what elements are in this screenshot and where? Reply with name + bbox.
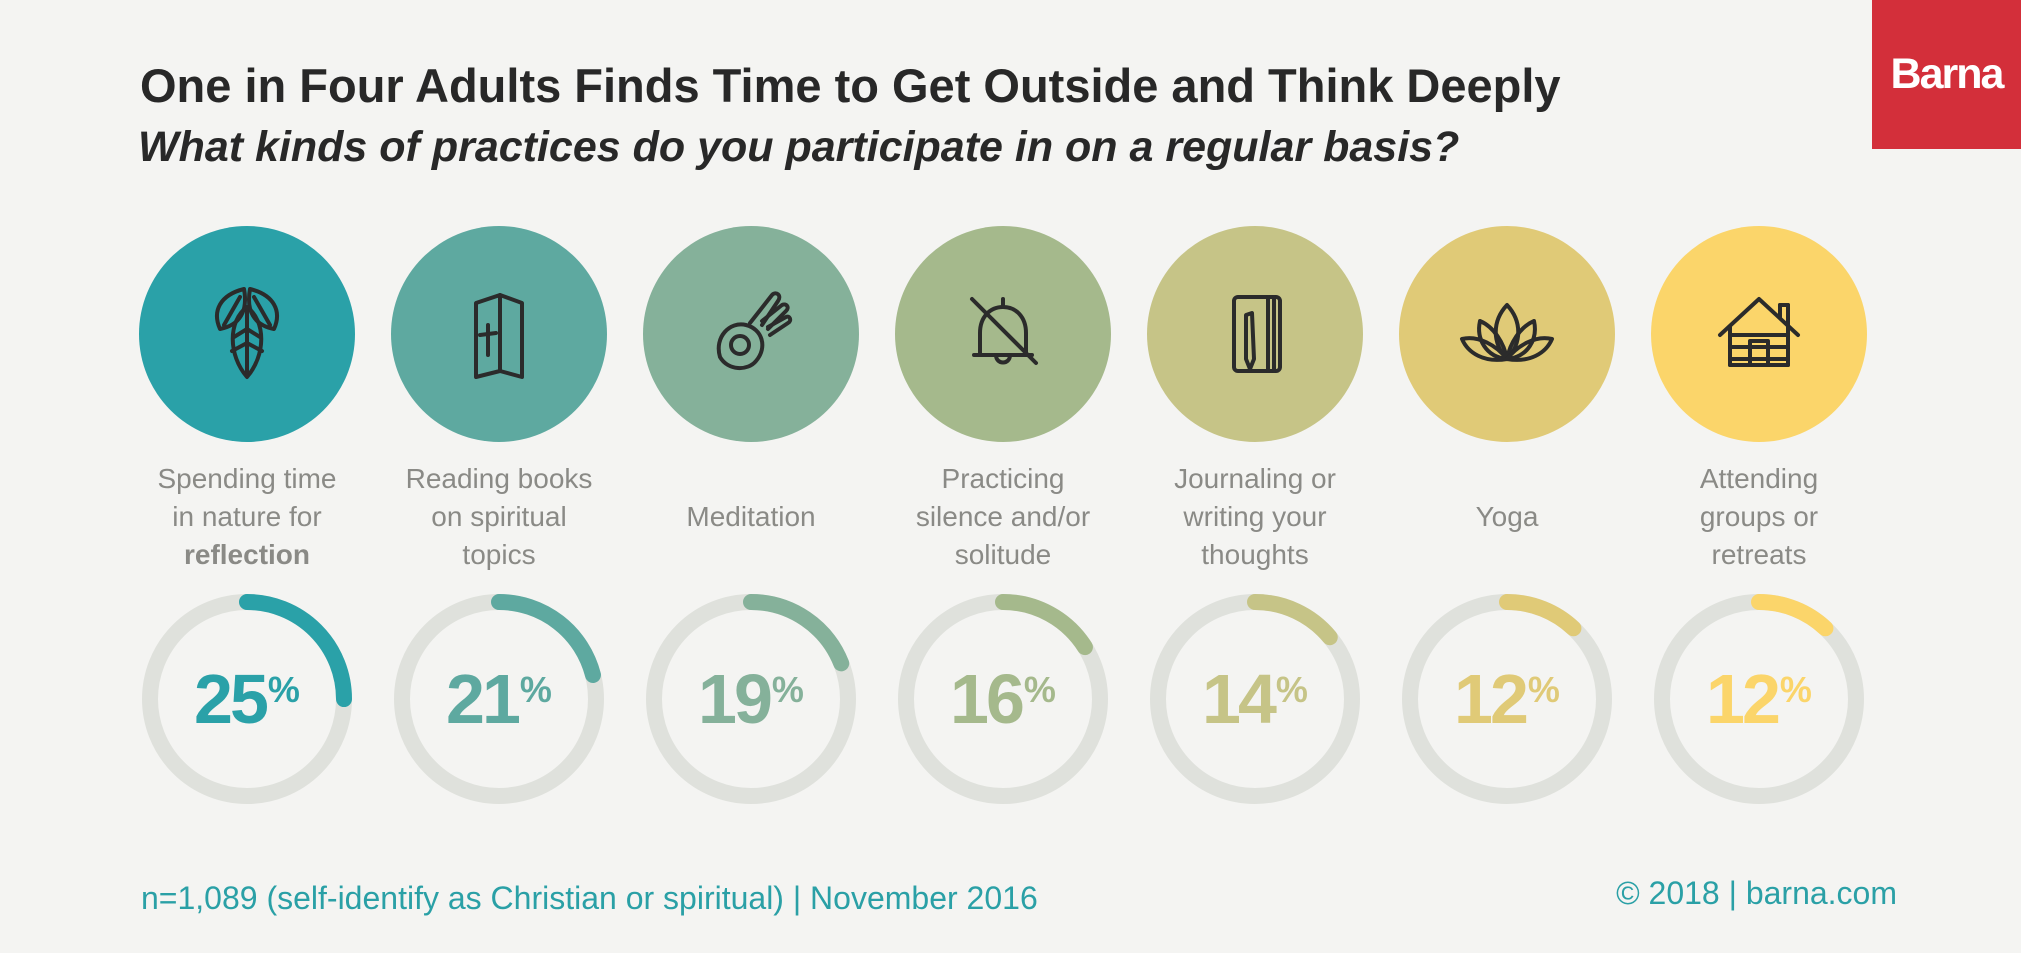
icon-badge [1399,226,1615,442]
barna-logo: Barna [1872,0,2021,149]
leaves-icon [215,287,279,379]
percent-value: 21% [391,591,607,807]
percent-ring: 12% [1399,591,1615,807]
practice-label: Practicing silence and/or solitude [873,460,1133,574]
icon-badge [1147,226,1363,442]
percent-ring: 19% [643,591,859,807]
icon-badge [139,226,355,442]
percent-ring: 25% [139,591,355,807]
percent-unit: % [1023,669,1056,710]
page-title: One in Four Adults Finds Time to Get Out… [140,59,1561,112]
icon-badge [643,226,859,442]
meditation-hand-icon [716,291,793,370]
percent-unit: % [771,669,804,710]
percent-ring: 12% [1651,591,1867,807]
percent-ring: 16% [895,591,1111,807]
percent-value: 12% [1651,591,1867,807]
ring-value-arc [1150,594,1360,804]
ring-value-arc [1402,594,1612,804]
percent-value: 19% [643,591,859,807]
percent-unit: % [1275,669,1308,710]
ring-value-arc [898,594,1108,804]
practice-label-line: groups or [1699,501,1819,532]
bible-icon [474,293,524,379]
practice-label: Attending groups or retreats [1629,460,1889,574]
ring-value-arc [142,594,352,804]
icon-badge [1651,226,1867,442]
practice-label-line: Journaling or [1174,463,1336,494]
copyright-link[interactable]: © 2018 | barna.com [1616,875,1897,911]
percent-value: 16% [895,591,1111,807]
percent-unit: % [1527,669,1560,710]
percent-ring: 21% [391,591,607,807]
practice-label-line: solitude [954,539,1052,570]
practice-label: Journaling or writing your thoughts [1125,460,1385,574]
ring-value-arc [1654,594,1864,804]
percent-number: 14 [1202,660,1277,738]
sample-footnote: n=1,089 (self-identify as Christian or s… [141,880,1038,916]
practice-label-line: on spiritual [431,501,567,532]
lotus-icon [1460,303,1554,362]
percent-unit: % [519,669,552,710]
ring-value-arc [394,594,604,804]
practice-label: Yoga [1377,460,1637,574]
percent-value: 25% [139,591,355,807]
practice-label-line: Attending [1699,463,1819,494]
practice-label-line: in nature for [172,501,322,532]
percent-number: 25 [194,660,269,738]
percent-number: 19 [698,660,773,738]
percent-unit: % [1779,669,1812,710]
practice-label: Spending time in nature for reflection [117,460,377,574]
page-subtitle: What kinds of practices do you participa… [138,123,1460,171]
practice-label-line: silence and/or [915,501,1091,532]
ring-value-arc [646,594,856,804]
practice-label-line: writing your [1183,501,1327,532]
practice-label: Reading books on spiritual topics [369,460,629,574]
practice-label-line: retreats [1711,539,1807,570]
practice-label-line: Practicing [941,463,1065,494]
practice-label-line: Reading books [405,463,593,494]
percent-unit: % [267,669,300,710]
cabin-icon [1718,297,1800,367]
icon-badge [391,226,607,442]
percent-ring: 14% [1147,591,1363,807]
practice-label-line: reflection [183,539,311,570]
logo-text: Barna [1890,50,2005,98]
percent-value: 12% [1399,591,1615,807]
practice-label-line: topics [462,539,536,570]
practice-label-line: Yoga [1475,501,1539,532]
practice-label-line: Meditation [686,501,816,532]
percent-number: 12 [1706,660,1781,738]
practice-label-line: Spending time [157,463,337,494]
journal-icon [1232,295,1282,373]
percent-value: 14% [1147,591,1363,807]
muted-bell-icon [970,297,1038,365]
practice-label: Meditation [621,460,881,574]
percent-number: 21 [446,660,521,738]
percent-number: 16 [950,660,1025,738]
practice-label-line: thoughts [1201,539,1309,570]
percent-number: 12 [1454,660,1529,738]
icon-badge [895,226,1111,442]
